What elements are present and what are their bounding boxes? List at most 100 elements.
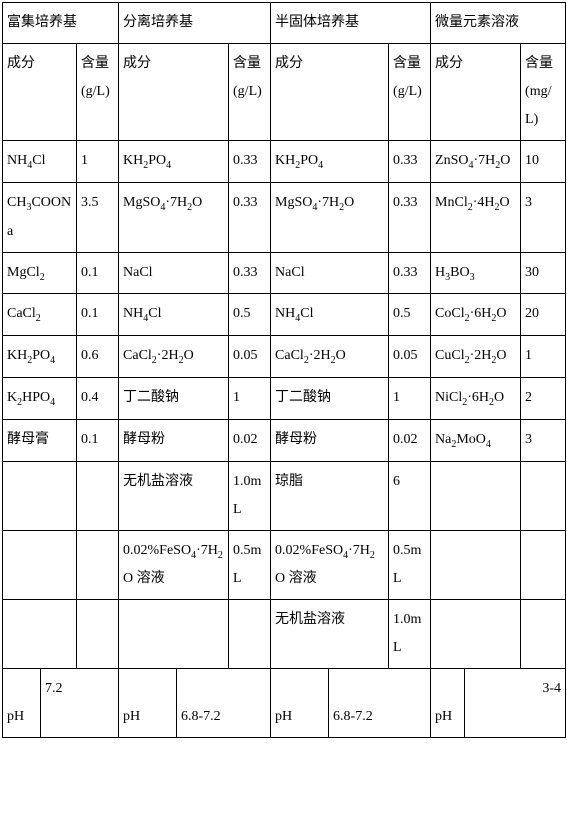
cell [431, 600, 521, 669]
cell: 0.02 [389, 419, 431, 461]
sub-amt-3: 含量(g/L) [389, 44, 431, 141]
cell: 0.33 [229, 141, 271, 183]
cell: 0.33 [389, 252, 431, 294]
cell: 0.02 [229, 419, 271, 461]
cell: 琼脂 [271, 461, 389, 530]
cell: 0.5 [389, 294, 431, 336]
cell: NaCl [271, 252, 389, 294]
sub-amt-4: 含量(mg/L) [521, 44, 566, 141]
cell: NH4Cl [119, 294, 229, 336]
cell: 3.5 [77, 182, 119, 252]
cell: H3BO3 [431, 252, 521, 294]
cell: 3 [521, 182, 566, 252]
cell: 10 [521, 141, 566, 183]
sub-amt-1: 含量(g/L) [77, 44, 119, 141]
cell: CoCl2·6H2O [431, 294, 521, 336]
cell: 2 [521, 377, 566, 419]
cell: CaCl2·2H2O [271, 336, 389, 378]
cell [431, 461, 521, 530]
sub-comp-2: 成分 [119, 44, 229, 141]
cell: 0.4 [77, 377, 119, 419]
cell [521, 461, 566, 530]
cell: 酵母粉 [271, 419, 389, 461]
cell: 1.0mL [389, 600, 431, 669]
cell [119, 600, 229, 669]
cell: 酵母粉 [119, 419, 229, 461]
sub-comp-4: 成分 [431, 44, 521, 141]
cell: MgSO4·7H2O [119, 182, 229, 252]
cell: 0.1 [77, 294, 119, 336]
cell: 0.33 [229, 252, 271, 294]
cell: 酵母膏 [3, 419, 77, 461]
cell: 丁二酸钠 [119, 377, 229, 419]
sub-comp-1: 成分 [3, 44, 77, 141]
table-row: MgCl20.1NaCl0.33NaCl0.33H3BO330 [3, 252, 566, 294]
cell: 30 [521, 252, 566, 294]
cell [77, 600, 119, 669]
cell: 丁二酸钠 [271, 377, 389, 419]
cell: NH4Cl [3, 141, 77, 183]
ph-val-2: 6.8-7.2 [177, 669, 271, 738]
cell: KH2PO4 [119, 141, 229, 183]
cell [3, 461, 77, 530]
table-row: 0.02%FeSO4·7H2O 溶液0.5mL0.02%FeSO4·7H2O 溶… [3, 530, 566, 600]
cell: Na2MoO4 [431, 419, 521, 461]
cell: CuCl2·2H2O [431, 336, 521, 378]
cell [521, 530, 566, 600]
cell: NaCl [119, 252, 229, 294]
cell: MnCl2·4H2O [431, 182, 521, 252]
cell: 1 [389, 377, 431, 419]
cell: 20 [521, 294, 566, 336]
sub-amt-2: 含量(g/L) [229, 44, 271, 141]
ph-label-3: pH [271, 669, 329, 738]
cell: 1 [77, 141, 119, 183]
cell [77, 461, 119, 530]
header-semisolid: 半固体培养基 [271, 3, 431, 44]
cell: NiCl2·6H2O [431, 377, 521, 419]
cell: 1 [521, 336, 566, 378]
cell: CaCl2·2H2O [119, 336, 229, 378]
cell: 0.33 [229, 182, 271, 252]
cell: ZnSO4·7H2O [431, 141, 521, 183]
media-composition-table: 富集培养基 分离培养基 半固体培养基 微量元素溶液 成分 含量(g/L) 成分 … [2, 2, 566, 738]
cell [77, 530, 119, 600]
cell: 0.5mL [229, 530, 271, 600]
cell [3, 600, 77, 669]
cell: KH2PO4 [3, 336, 77, 378]
header-isolation: 分离培养基 [119, 3, 271, 44]
cell: 0.1 [77, 252, 119, 294]
cell: 0.33 [389, 182, 431, 252]
cell: MgSO4·7H2O [271, 182, 389, 252]
cell: 0.33 [389, 141, 431, 183]
cell: 6 [389, 461, 431, 530]
ph-label-1: pH [3, 669, 41, 738]
table-row: CaCl20.1NH4Cl0.5NH4Cl0.5CoCl2·6H2O20 [3, 294, 566, 336]
cell: 1 [229, 377, 271, 419]
table-row: K2HPO40.4丁二酸钠1丁二酸钠1NiCl2·6H2O2 [3, 377, 566, 419]
cell [3, 530, 77, 600]
cell: 无机盐溶液 [271, 600, 389, 669]
cell [521, 600, 566, 669]
table-row: 无机盐溶液1.0mL琼脂6 [3, 461, 566, 530]
ph-label-2: pH [119, 669, 177, 738]
table-row: 酵母膏0.1酵母粉0.02酵母粉0.02Na2MoO43 [3, 419, 566, 461]
ph-val-1: 7.2 [41, 669, 119, 738]
cell: 0.02%FeSO4·7H2O 溶液 [271, 530, 389, 600]
table-row: CH3COONa3.5MgSO4·7H2O0.33MgSO4·7H2O0.33M… [3, 182, 566, 252]
cell: 0.5mL [389, 530, 431, 600]
header-trace: 微量元素溶液 [431, 3, 566, 44]
cell: 0.02%FeSO4·7H2O 溶液 [119, 530, 229, 600]
ph-val-4: 3-4 [465, 669, 566, 738]
header-enrichment: 富集培养基 [3, 3, 119, 44]
cell: 0.05 [389, 336, 431, 378]
table-row: NH4Cl1KH2PO40.33KH2PO40.33ZnSO4·7H2O10 [3, 141, 566, 183]
cell: CH3COONa [3, 182, 77, 252]
cell: 0.05 [229, 336, 271, 378]
ph-val-3: 6.8-7.2 [329, 669, 431, 738]
cell: K2HPO4 [3, 377, 77, 419]
sub-comp-3: 成分 [271, 44, 389, 141]
table-row: 无机盐溶液1.0mL [3, 600, 566, 669]
cell: 0.5 [229, 294, 271, 336]
cell [229, 600, 271, 669]
cell: CaCl2 [3, 294, 77, 336]
